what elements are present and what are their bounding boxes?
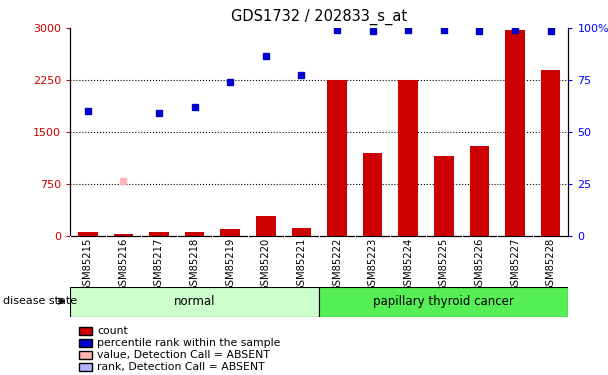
Bar [469,146,489,236]
Text: GSM85224: GSM85224 [403,237,413,291]
Bar [220,229,240,236]
Bar [363,153,382,236]
Text: disease state: disease state [3,296,77,306]
Text: GSM85222: GSM85222 [332,237,342,292]
Title: GDS1732 / 202833_s_at: GDS1732 / 202833_s_at [231,9,407,26]
Text: value, Detection Call = ABSENT: value, Detection Call = ABSENT [97,350,270,360]
Bar [541,70,561,236]
Text: GSM85221: GSM85221 [296,237,306,292]
Text: GSM85220: GSM85220 [261,237,271,291]
Bar [149,232,169,236]
Text: GSM85227: GSM85227 [510,237,520,292]
Text: GSM85223: GSM85223 [368,237,378,291]
Text: GSM85228: GSM85228 [545,237,556,291]
Bar [434,156,454,236]
Bar [292,228,311,236]
Bar [256,216,275,236]
Text: percentile rank within the sample: percentile rank within the sample [97,338,281,348]
Text: count: count [97,326,128,336]
Text: GSM85225: GSM85225 [439,237,449,292]
Bar [70,287,319,317]
Bar [114,234,133,236]
Text: rank, Detection Call = ABSENT: rank, Detection Call = ABSENT [97,362,265,372]
Bar [185,232,204,236]
Text: GSM85219: GSM85219 [225,237,235,292]
Bar [398,80,418,236]
Text: GSM85218: GSM85218 [190,237,199,291]
Text: normal: normal [174,296,215,308]
Text: GSM85217: GSM85217 [154,237,164,292]
Text: GSM85215: GSM85215 [83,237,93,292]
Bar [327,80,347,236]
Bar [319,287,568,317]
Bar [78,232,97,236]
Text: GSM85216: GSM85216 [119,237,128,292]
Text: papillary thyroid cancer: papillary thyroid cancer [373,296,514,308]
Text: GSM85226: GSM85226 [474,237,485,292]
Bar [505,30,525,236]
